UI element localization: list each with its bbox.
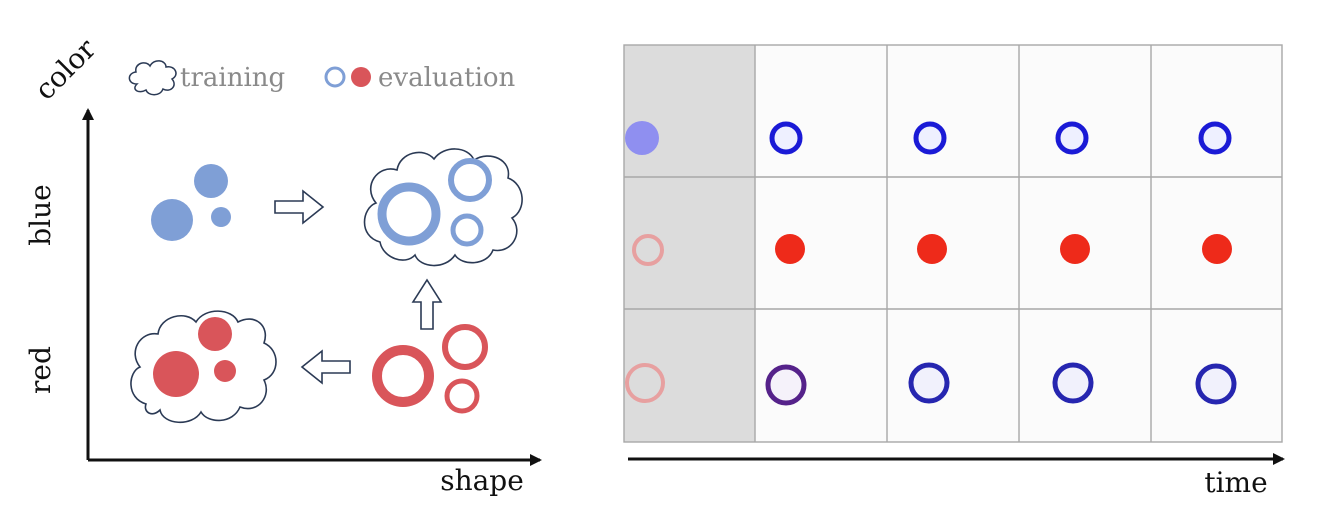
output-blue-ring (1052, 362, 1094, 404)
legend-training-label: training (180, 63, 285, 93)
arrow-right-icon (274, 189, 325, 225)
row-label-blue: blue (24, 184, 57, 245)
input-column-bg (624, 45, 755, 442)
row-label-red: red (24, 346, 57, 394)
output-red-filled-circle (1060, 234, 1090, 264)
output-red-filled-circle (1202, 234, 1232, 264)
red-ring-large (372, 345, 434, 407)
output-blue-ring (908, 362, 950, 404)
output-blue-ring (1195, 363, 1237, 405)
left-panel: color shape blue red training evaluation (24, 32, 542, 497)
legend-cloud-icon (128, 60, 177, 96)
legend-ring-icon (324, 66, 346, 88)
blue-ring-small (450, 213, 484, 247)
output-red-filled-circle (775, 234, 805, 264)
output-blue-ring (913, 121, 947, 155)
blue-cloud-icon (363, 148, 523, 267)
red-ring-medium (442, 324, 488, 370)
arrow-up-icon (411, 278, 443, 330)
grid-lines (623, 44, 1283, 443)
output-purple-ring (765, 364, 807, 406)
arrow-left-icon (300, 349, 351, 385)
red-filled-circle-large (153, 351, 199, 397)
y-axis-label: color (28, 32, 102, 106)
output-red-filled-circle (917, 234, 947, 264)
blue-filled-circle-medium (194, 164, 228, 198)
blue-filled-circle-large (151, 199, 193, 241)
legend-evaluation-label: evaluation (378, 63, 516, 93)
output-blue-ring (1198, 121, 1232, 155)
input-pink-ring (632, 234, 664, 266)
legend-dot-icon (351, 67, 371, 87)
output-blue-ring (769, 121, 803, 155)
x-axis-label: shape (440, 464, 524, 497)
input-blue-filled-circle (625, 121, 659, 155)
output-blue-ring (1055, 121, 1089, 155)
red-ring-small (444, 378, 480, 414)
time-axis-label: time (1204, 466, 1267, 499)
blue-filled-circle-small (211, 207, 231, 227)
input-pink-ring (625, 363, 665, 403)
right-panel: time (623, 44, 1285, 499)
blue-ring-medium (448, 158, 492, 202)
blue-ring-large (377, 182, 441, 246)
red-filled-circle-medium (198, 317, 232, 351)
red-filled-circle-small (214, 360, 236, 382)
